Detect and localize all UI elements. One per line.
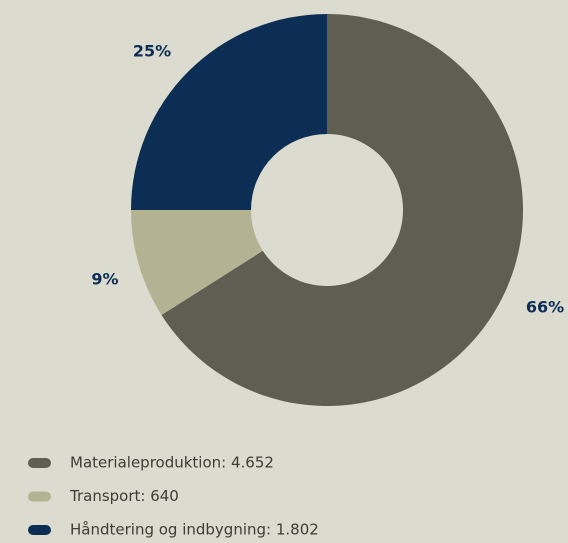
legend-label: Materialeproduktion: 4.652 <box>70 454 274 472</box>
legend-label: Transport: 640 <box>69 487 179 505</box>
slice-label: 66% <box>526 298 564 317</box>
slice-label: 9% <box>91 270 118 289</box>
donut-slice <box>131 210 263 316</box>
legend-label: Håndtering og indbygning: 1.802 <box>70 521 319 539</box>
legend-swatch <box>28 458 51 468</box>
legend-swatch <box>28 491 51 502</box>
donut-slice <box>161 14 524 407</box>
legend-swatch <box>28 525 51 535</box>
slice-label: 25% <box>133 42 171 61</box>
donut-slice <box>131 14 327 210</box>
